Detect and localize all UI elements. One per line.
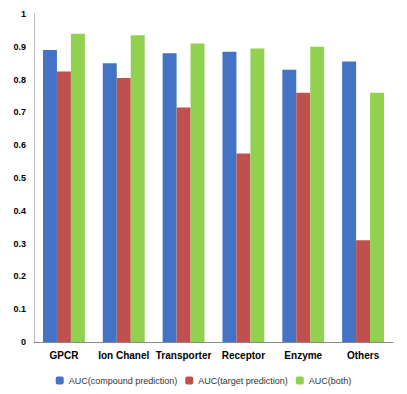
svg-text:AUC(target prediction): AUC(target prediction)	[198, 376, 288, 386]
svg-text:AUC(compound prediction): AUC(compound prediction)	[69, 376, 178, 386]
svg-text:Transporter: Transporter	[156, 350, 212, 361]
svg-text:Receptor: Receptor	[222, 350, 265, 361]
svg-text:0.7: 0.7	[13, 107, 26, 117]
svg-text:0.4: 0.4	[13, 206, 26, 216]
svg-text:0.8: 0.8	[13, 75, 26, 85]
svg-text:0.3: 0.3	[13, 239, 26, 249]
svg-text:0.5: 0.5	[13, 173, 26, 183]
svg-text:0.9: 0.9	[13, 42, 26, 52]
svg-text:0.2: 0.2	[13, 271, 26, 281]
svg-text:Ion Chanel: Ion Chanel	[98, 350, 149, 361]
svg-text:0: 0	[21, 337, 26, 347]
svg-text:AUC(both): AUC(both)	[309, 376, 352, 386]
svg-text:GPCR: GPCR	[49, 350, 79, 361]
svg-text:0.6: 0.6	[13, 140, 26, 150]
svg-text:0.1: 0.1	[13, 304, 26, 314]
svg-text:Others: Others	[347, 350, 380, 361]
svg-text:1: 1	[21, 9, 26, 19]
svg-text:Enzyme: Enzyme	[284, 350, 322, 361]
